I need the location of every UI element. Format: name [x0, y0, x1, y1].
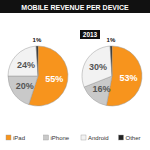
- pie-title-box: [80, 30, 100, 39]
- data-label: 1%: [107, 37, 116, 43]
- legend-swatch: [44, 135, 49, 140]
- title-bar: [0, 0, 150, 13]
- slice: [8, 76, 38, 105]
- slice: [36, 46, 38, 76]
- data-label: 24%: [17, 60, 35, 70]
- legend-label: Other: [126, 135, 141, 141]
- pie: [82, 46, 142, 106]
- data-label: 53%: [119, 73, 137, 83]
- data-labels: 55% 20% 24% 1%: [16, 37, 64, 91]
- slice: [110, 46, 112, 76]
- data-labels: 53% 16% 30% 1%: [89, 37, 137, 94]
- legend-label: Android: [88, 135, 109, 141]
- data-label: 30%: [89, 62, 107, 72]
- legend-swatch: [81, 135, 86, 140]
- data-label: 16%: [92, 84, 110, 94]
- data-label: 1%: [33, 37, 42, 43]
- pie-title: 2013: [83, 31, 98, 38]
- legend: iPad iPhone Android Other: [6, 135, 141, 141]
- slice: [82, 46, 112, 87]
- data-label: 55%: [45, 74, 63, 84]
- legend-swatch: [119, 135, 124, 140]
- legend-swatch: [6, 135, 11, 140]
- data-label: 20%: [16, 81, 34, 91]
- pie: [8, 46, 68, 106]
- chart: MOBILE REVENUE PER DEVICE 55% 20% 24% 1% 53% 1…: [0, 0, 150, 150]
- slice: [8, 46, 38, 76]
- title: MOBILE REVENUE PER DEVICE: [21, 4, 129, 11]
- legend-label: iPad: [13, 135, 25, 141]
- legend-label: iPhone: [51, 135, 70, 141]
